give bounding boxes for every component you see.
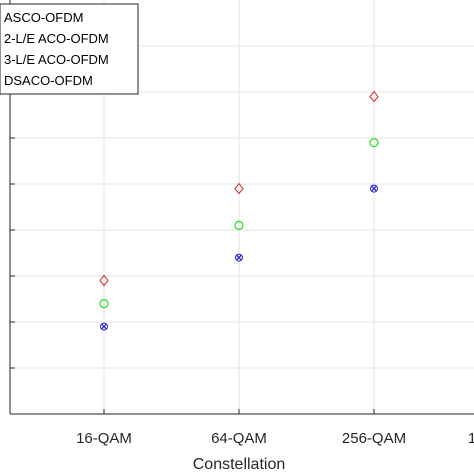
x-tick-label: 64-QAM — [211, 430, 267, 447]
legend-entry: 2-L/E ACO-OFDM — [4, 31, 109, 46]
point-3-l-e-aco-ofdm — [371, 185, 377, 192]
x-tick-label: 16-QAM — [76, 430, 132, 447]
point-3-l-e-aco-ofdm — [236, 254, 242, 261]
point-dsaco-ofdm — [370, 184, 378, 193]
x-axis-label: Constellation — [193, 456, 286, 473]
point-2-l-e-aco-ofdm — [99, 299, 109, 309]
legend-box — [0, 3, 139, 95]
point-2-l-e-aco-ofdm — [369, 138, 379, 148]
point-asco-ofdm — [99, 274, 109, 287]
legend-entry: DSACO-OFDM — [4, 73, 93, 88]
point-asco-ofdm — [234, 182, 244, 195]
point-dsaco-ofdm — [100, 322, 108, 331]
point-2-l-e-aco-ofdm — [234, 220, 244, 230]
data-points — [99, 90, 379, 331]
x-tick-label: 256-QAM — [342, 430, 406, 447]
point-3-l-e-aco-ofdm — [101, 323, 107, 330]
x-tick-label: 1 — [468, 430, 474, 447]
point-dsaco-ofdm — [235, 253, 243, 262]
legend-entry: 3-L/E ACO-OFDM — [4, 52, 109, 67]
legend: ASCO-OFDM 2-L/E ACO-OFDM 3-L/E ACO-OFDM DSA… — [0, 3, 139, 95]
point-asco-ofdm — [369, 90, 379, 103]
legend-entry: ASCO-OFDM — [4, 10, 83, 25]
x-tick-labels: 16-QAM 64-QAM 256-QAM 1 — [76, 430, 474, 447]
